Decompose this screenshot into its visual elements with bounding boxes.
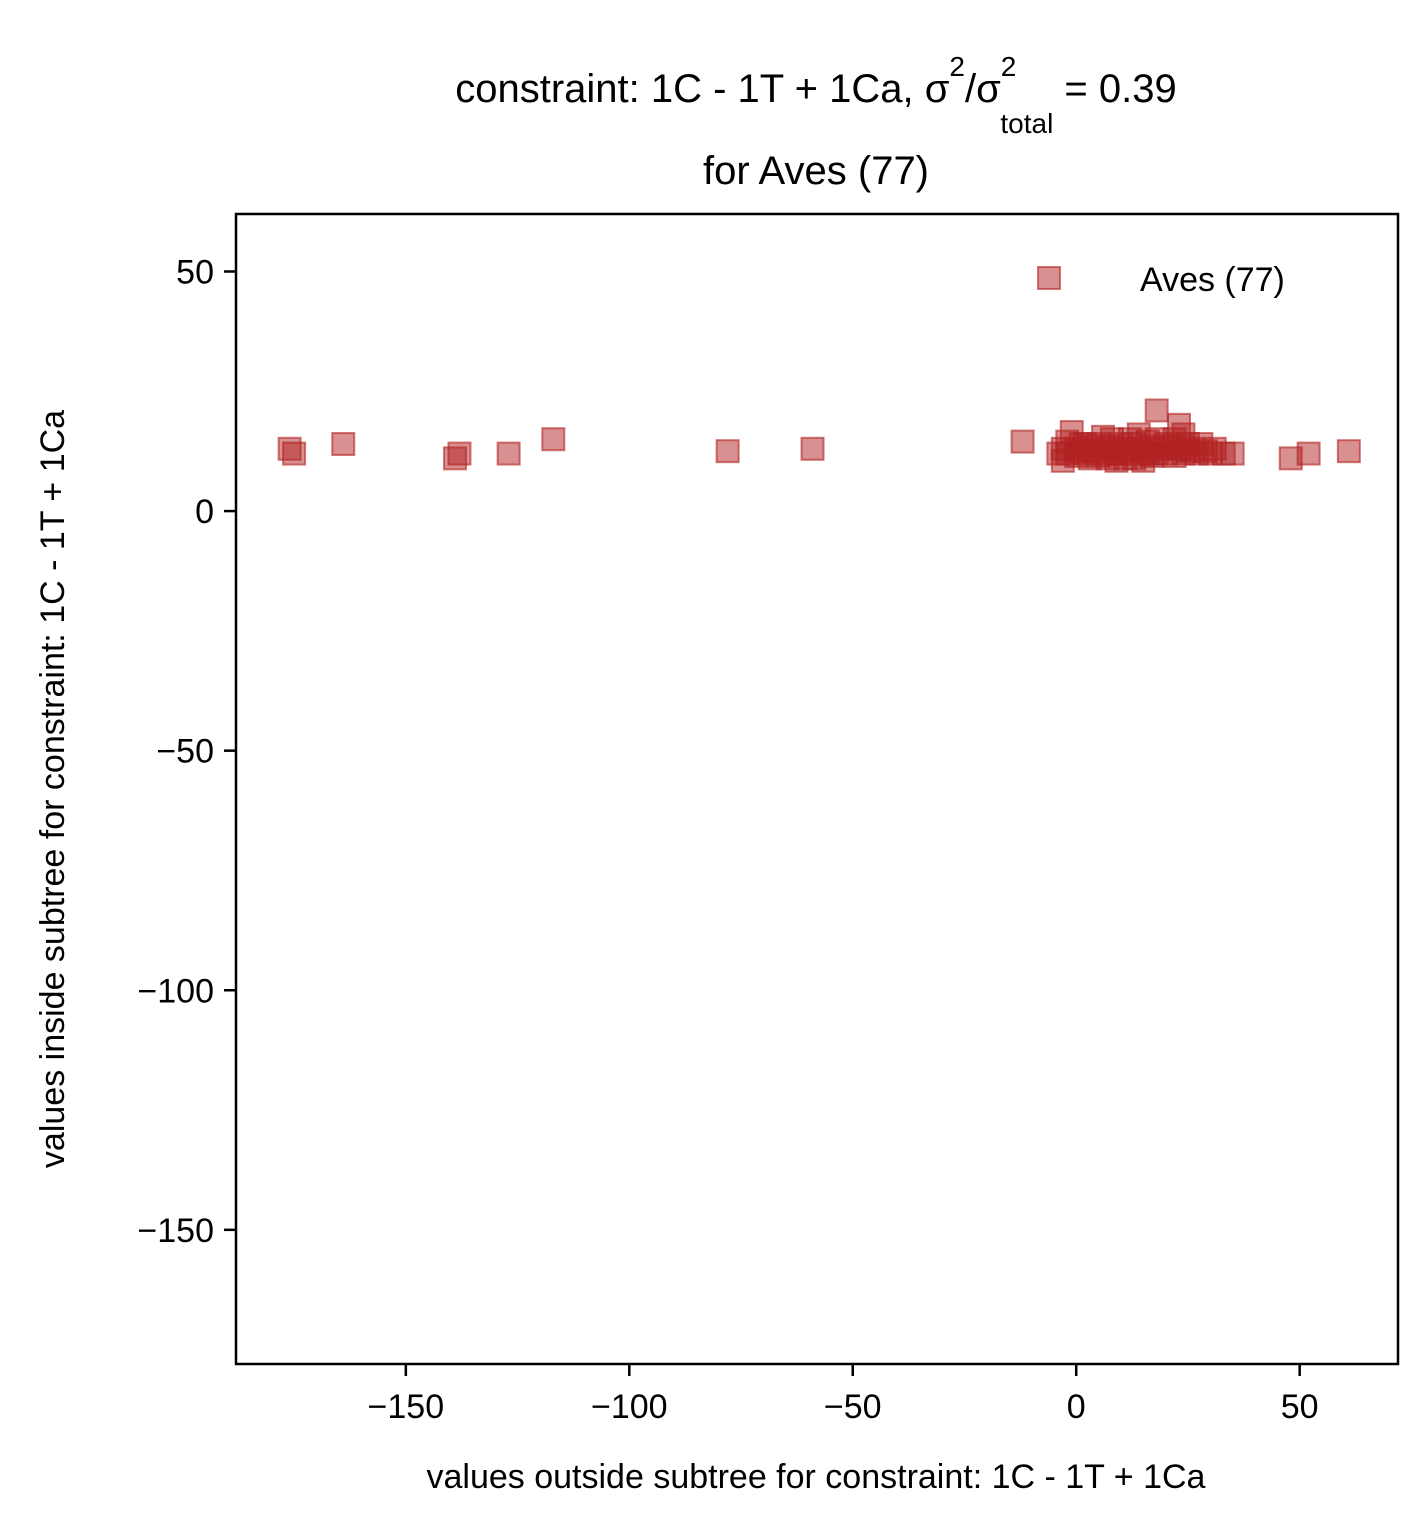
y-tick-label: 50 xyxy=(176,254,214,292)
title-prefix: constraint: 1C - 1T + 1Ca, σ xyxy=(455,67,949,111)
title-sup1: 2 xyxy=(949,51,965,82)
title-suffix: = 0.39 xyxy=(1053,67,1176,111)
y-tick-label: −150 xyxy=(137,1212,214,1250)
y-axis-label: values inside subtree for constraint: 1C… xyxy=(34,410,72,1168)
x-tick-label: −150 xyxy=(368,1388,445,1426)
data-point xyxy=(715,439,740,464)
chart-title-line2: for Aves (77) xyxy=(703,149,929,193)
x-tick-label: 0 xyxy=(1067,1388,1086,1426)
y-axis-ticks: 50 0 −50 −100 −150 xyxy=(137,254,236,1250)
data-points xyxy=(277,398,1361,473)
title-slash: /σ xyxy=(965,67,1001,111)
data-point xyxy=(1336,439,1361,464)
legend-marker xyxy=(1037,266,1061,290)
x-axis-label: values outside subtree for constraint: 1… xyxy=(427,1458,1206,1496)
x-tick-label: −50 xyxy=(824,1388,882,1426)
chart-title-line1: constraint: 1C - 1T + 1Ca, σ2/σ2 total = … xyxy=(455,51,1177,139)
data-point xyxy=(1296,441,1321,466)
x-tick-label: −100 xyxy=(591,1388,668,1426)
data-point xyxy=(447,441,472,466)
title-sub: total xyxy=(1000,108,1053,139)
data-point xyxy=(1010,429,1035,454)
data-point xyxy=(1220,441,1245,466)
y-tick-label: −100 xyxy=(137,972,214,1010)
x-axis-ticks: −150 −100 −50 0 50 xyxy=(368,1364,1319,1426)
y-tick-label: 0 xyxy=(195,493,214,531)
x-tick-label: 50 xyxy=(1281,1388,1319,1426)
data-point xyxy=(1144,398,1169,423)
plot-area-frame xyxy=(234,212,1400,1366)
data-point xyxy=(496,441,521,466)
data-point xyxy=(541,427,566,452)
data-point xyxy=(800,436,825,461)
data-point xyxy=(282,441,307,466)
title-sup2: 2 xyxy=(1001,51,1017,82)
data-point xyxy=(331,432,356,456)
legend: Aves (77) xyxy=(1037,261,1285,299)
legend-entry-label: Aves (77) xyxy=(1140,261,1285,299)
y-tick-label: −50 xyxy=(156,733,214,771)
